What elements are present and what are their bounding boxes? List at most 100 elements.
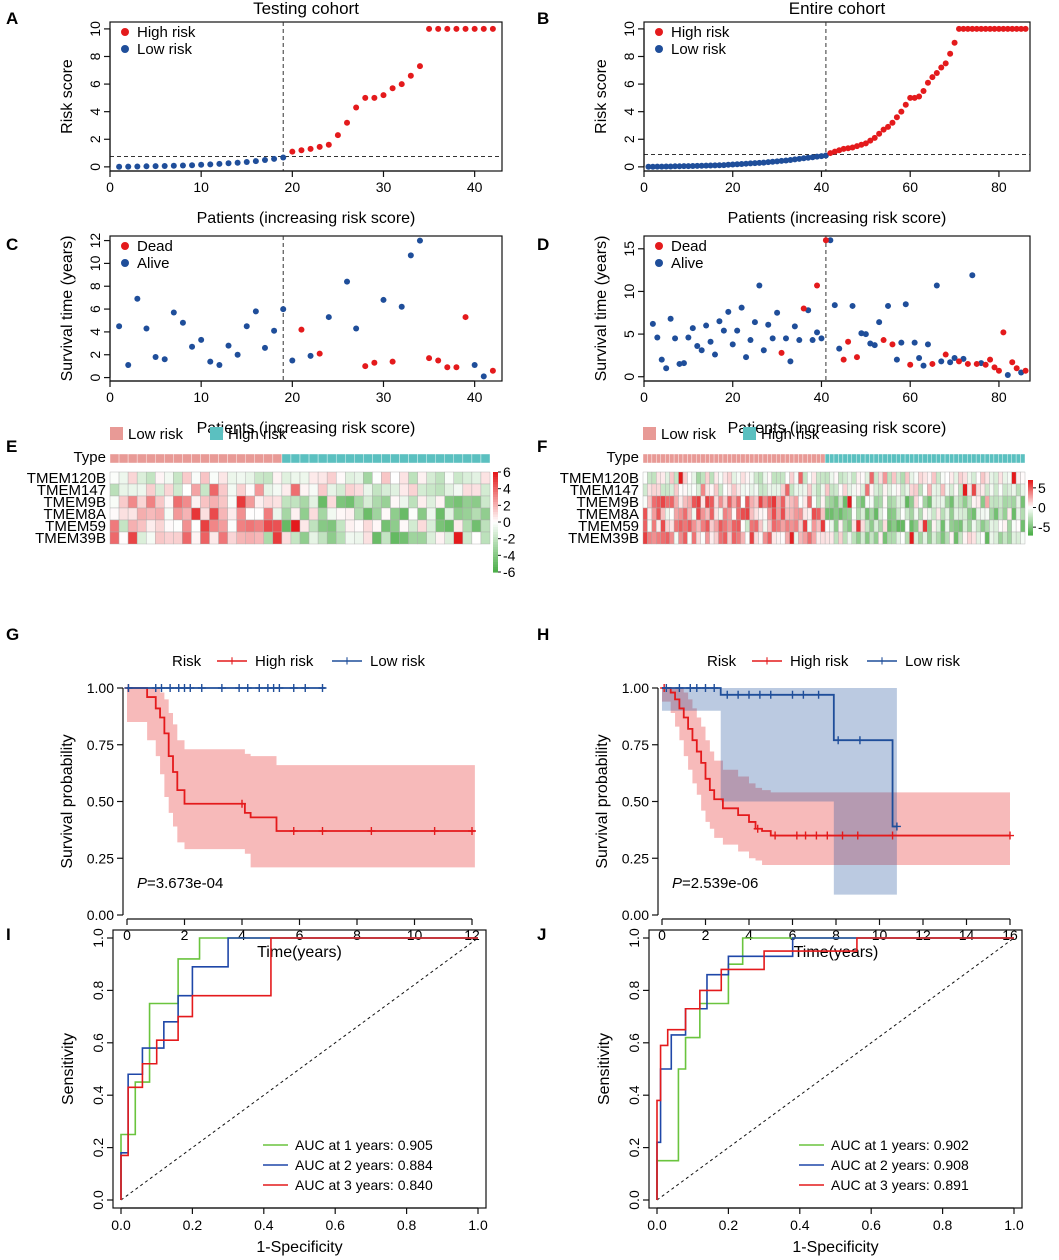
heatmap-cell — [164, 507, 174, 521]
heatmap-cell — [109, 471, 120, 485]
legend-marker — [655, 45, 663, 53]
x-tick-label: 1.0 — [1004, 1217, 1024, 1233]
data-point-high-risk — [893, 114, 900, 121]
heatmap-cell — [793, 507, 799, 521]
heatmap-cell — [462, 519, 473, 533]
y-tick-label: 0.75 — [622, 737, 649, 753]
heatmap-cell — [798, 531, 804, 545]
x-tick-label: 10 — [872, 927, 888, 943]
heatmap-cell — [660, 531, 666, 545]
censor-mark — [157, 684, 166, 692]
heatmap-cell — [399, 507, 409, 521]
annotation-cell — [918, 453, 924, 464]
color-scale-segment — [493, 569, 498, 573]
heatmap-cell — [882, 507, 888, 521]
x-axis-label: Patients (increasing risk score) — [197, 210, 416, 227]
heatmap-cell — [317, 483, 328, 497]
data-point-low-risk — [711, 162, 718, 169]
data-point-alive — [858, 330, 865, 337]
heatmap-cell — [762, 483, 768, 497]
heatmap-cell — [789, 483, 795, 497]
heatmap-cell — [740, 531, 746, 545]
heatmap-cell — [873, 483, 879, 497]
heatmap-cell — [731, 495, 737, 509]
gene-label: TMEM39B — [568, 530, 639, 547]
heatmap-cell — [236, 519, 246, 533]
annotation-cell — [767, 453, 773, 464]
heatmap-cell — [281, 483, 292, 497]
heatmap-cell — [944, 507, 950, 521]
color-scale-label: -6 — [503, 564, 516, 580]
censor-mark — [823, 831, 832, 840]
data-point-low-risk — [725, 161, 732, 168]
legend-label: High risk — [671, 24, 730, 41]
heatmap-cell — [426, 471, 436, 485]
data-point-high-risk — [471, 25, 478, 32]
heatmap-cell — [993, 507, 999, 521]
data-point-alive — [765, 321, 772, 328]
data-point-low-risk — [703, 162, 710, 169]
heatmap-cell — [727, 507, 733, 521]
data-point-dead — [389, 358, 396, 365]
panel-G: Risk + High risk + Low risk P=3.673e-04 — [124, 653, 476, 892]
heatmap-cell — [218, 531, 228, 545]
heatmap-cell — [227, 519, 237, 533]
heatmap-cell — [700, 531, 706, 545]
annotation-cell — [642, 453, 648, 464]
data-point-alive — [416, 237, 423, 244]
data-point-alive — [398, 303, 405, 310]
heatmap-cell — [749, 519, 755, 533]
data-point-high-risk — [880, 126, 887, 133]
annotation-cell — [326, 453, 337, 464]
heatmap-cell — [967, 507, 972, 521]
data-point-high-risk — [871, 134, 878, 141]
heatmap-cell — [771, 471, 777, 485]
heatmap-cell — [713, 519, 719, 533]
data-point-high-risk — [371, 94, 378, 101]
data-point-high-risk — [933, 70, 940, 77]
annotation-cell — [931, 453, 937, 464]
annotation-cell — [408, 453, 418, 464]
reference-diagonal — [656, 937, 1015, 1201]
roc-curve-3 — [656, 937, 1014, 1200]
heatmap-cell — [372, 483, 382, 497]
annotation-cell — [967, 453, 972, 464]
heatmap-cell — [824, 519, 830, 533]
heatmap-cell — [669, 495, 675, 509]
gene-label: TMEM9B — [43, 494, 106, 511]
heatmap-cell — [851, 471, 857, 485]
heatmap-cell — [820, 483, 826, 497]
data-point-low-risk — [765, 159, 772, 166]
heatmap-cell — [209, 471, 219, 485]
heatmap-cell — [927, 531, 932, 545]
annotation-cell — [958, 453, 964, 464]
x-tick-label: 0 — [106, 389, 114, 405]
heatmap-cell — [462, 531, 473, 545]
annotation-cell — [816, 453, 821, 464]
data-point-alive — [849, 302, 856, 309]
heatmap-cell — [647, 483, 653, 497]
heatmap-cell — [136, 519, 147, 533]
data-point-alive — [307, 352, 314, 359]
heatmap-cell — [390, 471, 400, 485]
color-scale-label: 0 — [1038, 500, 1046, 516]
y-tick-label: 4 — [621, 108, 637, 116]
heatmap-cell — [1015, 483, 1021, 497]
data-point-high-risk — [344, 119, 351, 126]
axes-B: 0 20 40 60 80 0 2 4 6 8 10 Patients (increasing ris… — [593, 21, 1007, 227]
data-point-dead — [453, 364, 460, 371]
annotation-cell — [700, 453, 706, 464]
heatmap-cell — [136, 483, 147, 497]
heatmap-cell — [713, 495, 719, 509]
heatmap-cell — [931, 471, 937, 485]
data-point-alive — [654, 334, 661, 341]
annotation-cell — [691, 453, 697, 464]
data-point-alive — [189, 343, 196, 350]
annotation-cell — [444, 453, 455, 464]
data-point-high-risk — [929, 74, 936, 81]
heatmap-cell — [109, 483, 120, 497]
annotation-cell — [842, 453, 848, 464]
x-tick-label: 2 — [181, 927, 189, 943]
heatmap-cell — [345, 495, 355, 509]
heatmap-cell — [191, 507, 201, 521]
